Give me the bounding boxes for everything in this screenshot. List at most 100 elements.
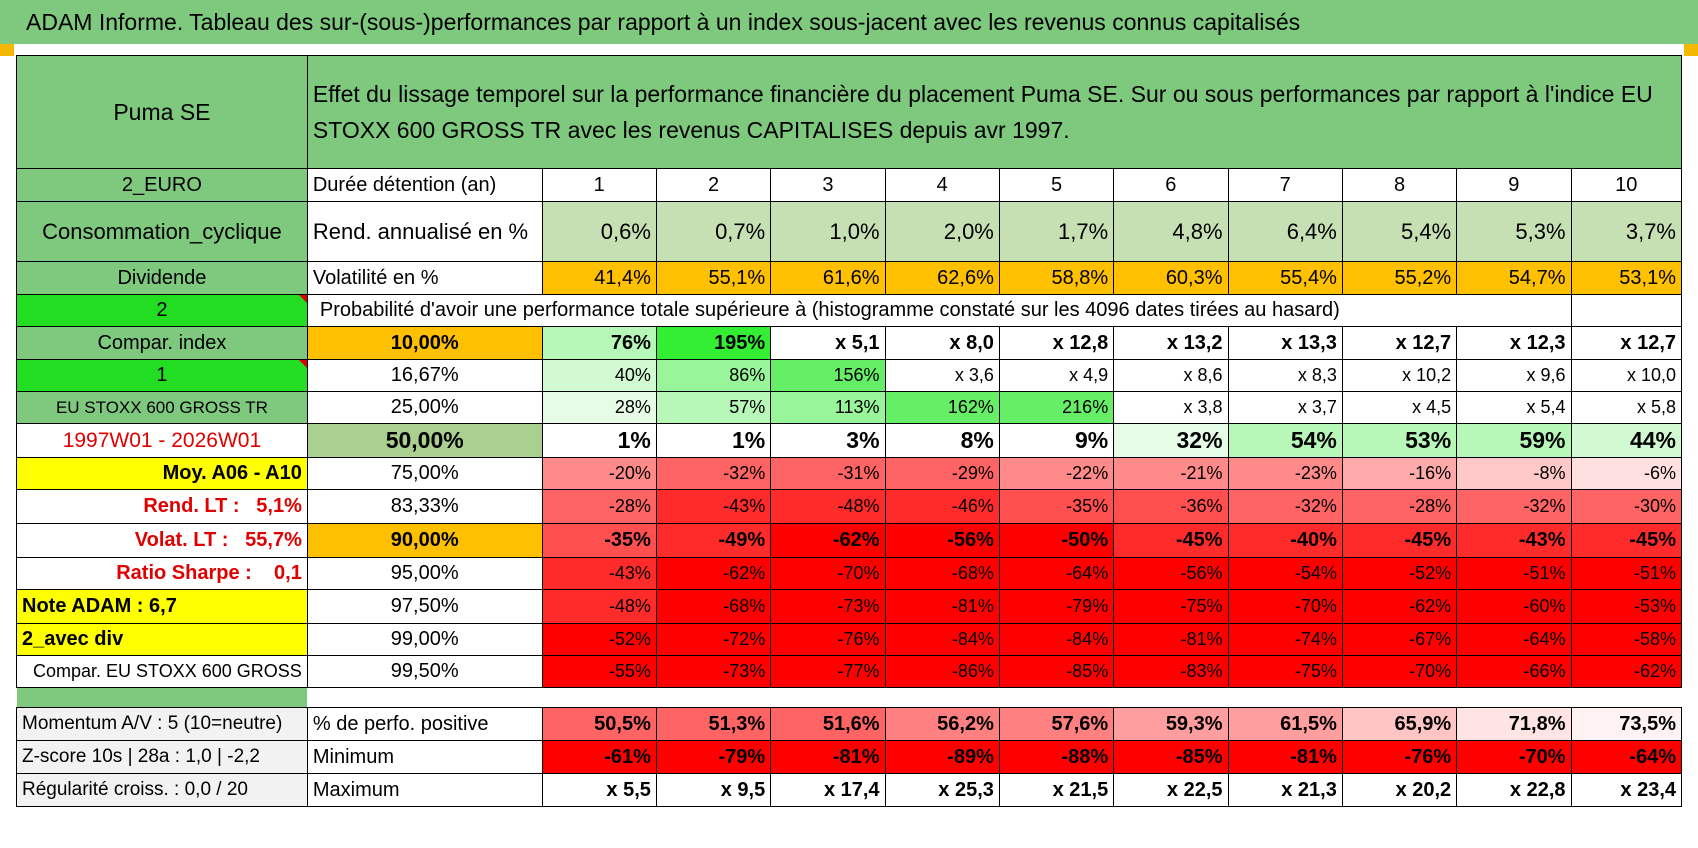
quantile-label: 16,67% bbox=[306, 359, 543, 392]
annual-return-value: 6,4% bbox=[1227, 201, 1343, 262]
quantile-label: 99,00% bbox=[306, 623, 543, 656]
positive-perf-value: 59,3% bbox=[1113, 707, 1229, 741]
quantile-value: -67% bbox=[1341, 623, 1458, 656]
minimum-value: -61% bbox=[541, 740, 657, 774]
quantile-value: 9% bbox=[998, 423, 1115, 458]
minimum-value: -79% bbox=[655, 740, 772, 774]
minimum-value: -81% bbox=[770, 740, 886, 774]
quantile-value: 1% bbox=[541, 423, 657, 458]
currency-label: 2_EURO bbox=[16, 168, 308, 202]
quantile-value: -48% bbox=[770, 489, 886, 524]
quantile-value: 32% bbox=[1113, 423, 1229, 458]
quantile-value: -43% bbox=[541, 557, 657, 590]
quantile-value: x 12,3 bbox=[1456, 326, 1572, 360]
quantile-value: x 8,3 bbox=[1227, 359, 1343, 392]
year-header: 3 bbox=[770, 168, 886, 202]
quantile-value: -35% bbox=[998, 489, 1115, 524]
quantile-value: -66% bbox=[1456, 655, 1572, 688]
quantile-value: x 10,2 bbox=[1341, 359, 1458, 392]
long-term-volatility: Volat. LT : 55,7% bbox=[16, 523, 308, 558]
quantile-label: 25,00% bbox=[306, 391, 543, 424]
stock-name: Puma SE bbox=[16, 55, 308, 169]
quantile-value: -40% bbox=[1227, 523, 1343, 558]
maximum-value: x 17,4 bbox=[770, 773, 886, 807]
quantile-value: -36% bbox=[1113, 489, 1229, 524]
quantile-label: 83,33% bbox=[306, 489, 543, 524]
quantile-value: -83% bbox=[1113, 655, 1229, 688]
quantile-value: -74% bbox=[1227, 623, 1343, 656]
quantile-value: -84% bbox=[998, 623, 1115, 656]
annual-return-label: Rend. annualisé en % bbox=[306, 201, 543, 262]
quantile-value: -62% bbox=[1570, 655, 1683, 688]
quantile-value: 216% bbox=[998, 391, 1115, 424]
quantile-value: 195% bbox=[655, 326, 772, 360]
quantile-value: 162% bbox=[884, 391, 1000, 424]
quantile-value: 3% bbox=[770, 423, 886, 458]
quantile-value: -30% bbox=[1570, 489, 1683, 524]
separator-blank bbox=[307, 688, 1681, 708]
zscore-label: Z-score 10s | 28a : 1,0 | -2,2 bbox=[16, 740, 308, 774]
quantile-value: -20% bbox=[541, 457, 657, 490]
period-label: 1997W01 - 2026W01 bbox=[16, 423, 308, 458]
year-header: 5 bbox=[998, 168, 1115, 202]
separator-green bbox=[16, 687, 308, 708]
index-name-label: EU STOXX 600 GROSS TR bbox=[16, 391, 308, 424]
volat-lt-label: Volat. LT : bbox=[134, 529, 229, 551]
quantile-value: -64% bbox=[998, 557, 1115, 590]
code-1-cell: 1 bbox=[16, 359, 308, 392]
sharpe-value: 0,1 bbox=[274, 562, 302, 584]
quantile-value: -62% bbox=[770, 523, 886, 558]
quantile-value: -43% bbox=[655, 489, 772, 524]
quantile-value: -31% bbox=[770, 457, 886, 490]
minimum-value: -88% bbox=[998, 740, 1115, 774]
holding-period-label: Durée détention (an) bbox=[306, 168, 543, 202]
dividend-label: Dividende bbox=[16, 261, 308, 295]
quantile-value: 28% bbox=[541, 391, 657, 424]
quantile-value: -68% bbox=[655, 589, 772, 624]
quantile-value: -48% bbox=[541, 589, 657, 624]
quantile-value: x 5,1 bbox=[770, 326, 886, 360]
quantile-value: -6% bbox=[1570, 457, 1683, 490]
report-header-bar: ADAM Informe. Tableau des sur-(sous-)per… bbox=[0, 0, 1698, 44]
probability-title: Probabilité d'avoir une performance tota… bbox=[306, 294, 1457, 327]
volat-lt-value: 55,7% bbox=[245, 529, 302, 551]
positive-perf-value: 57,6% bbox=[998, 707, 1115, 741]
quantile-value: 44% bbox=[1570, 423, 1683, 458]
annual-return-value: 2,0% bbox=[884, 201, 1000, 262]
empty-cell bbox=[1456, 294, 1572, 327]
quantile-value: 1% bbox=[655, 423, 772, 458]
year-header: 1 bbox=[541, 168, 657, 202]
quantile-value: -68% bbox=[884, 557, 1000, 590]
quantile-value: 40% bbox=[541, 359, 657, 392]
annual-return-value: 5,3% bbox=[1456, 201, 1572, 262]
quantile-value: x 12,7 bbox=[1341, 326, 1458, 360]
minimum-value: -81% bbox=[1227, 740, 1343, 774]
quantile-value: 8% bbox=[884, 423, 1000, 458]
maximum-value: x 25,3 bbox=[884, 773, 1000, 807]
quantile-value: -45% bbox=[1570, 523, 1683, 558]
sharpe-label: Ratio Sharpe : bbox=[116, 562, 252, 584]
quantile-value: -28% bbox=[541, 489, 657, 524]
positive-perf-value: 71,8% bbox=[1456, 707, 1572, 741]
positive-perf-value: 51,3% bbox=[655, 707, 772, 741]
quantile-label: 99,50% bbox=[306, 655, 543, 688]
quantile-value: -50% bbox=[998, 523, 1115, 558]
volatility-value: 55,4% bbox=[1227, 261, 1343, 295]
volatility-value: 55,2% bbox=[1341, 261, 1458, 295]
annual-return-value: 1,7% bbox=[998, 201, 1115, 262]
maximum-value: x 5,5 bbox=[541, 773, 657, 807]
positive-perf-value: 61,5% bbox=[1227, 707, 1343, 741]
quantile-value: -45% bbox=[1113, 523, 1229, 558]
positive-perf-label: % de perfo. positive bbox=[306, 707, 543, 741]
quantile-value: -32% bbox=[1456, 489, 1572, 524]
positive-perf-value: 65,9% bbox=[1341, 707, 1458, 741]
quantile-value: x 4,9 bbox=[998, 359, 1115, 392]
volatility-label: Volatilité en % bbox=[306, 261, 543, 295]
adam-score: Note ADAM : 6,7 bbox=[16, 589, 308, 624]
quantile-label: 95,00% bbox=[306, 557, 543, 590]
comparison-index-full: Compar. EU STOXX 600 GROSS TR bbox=[16, 655, 308, 688]
quantile-value: -75% bbox=[1113, 589, 1229, 624]
rend-lt-label: Rend. LT : bbox=[143, 495, 240, 517]
quantile-value: -52% bbox=[541, 623, 657, 656]
quantile-value: -62% bbox=[1341, 589, 1458, 624]
